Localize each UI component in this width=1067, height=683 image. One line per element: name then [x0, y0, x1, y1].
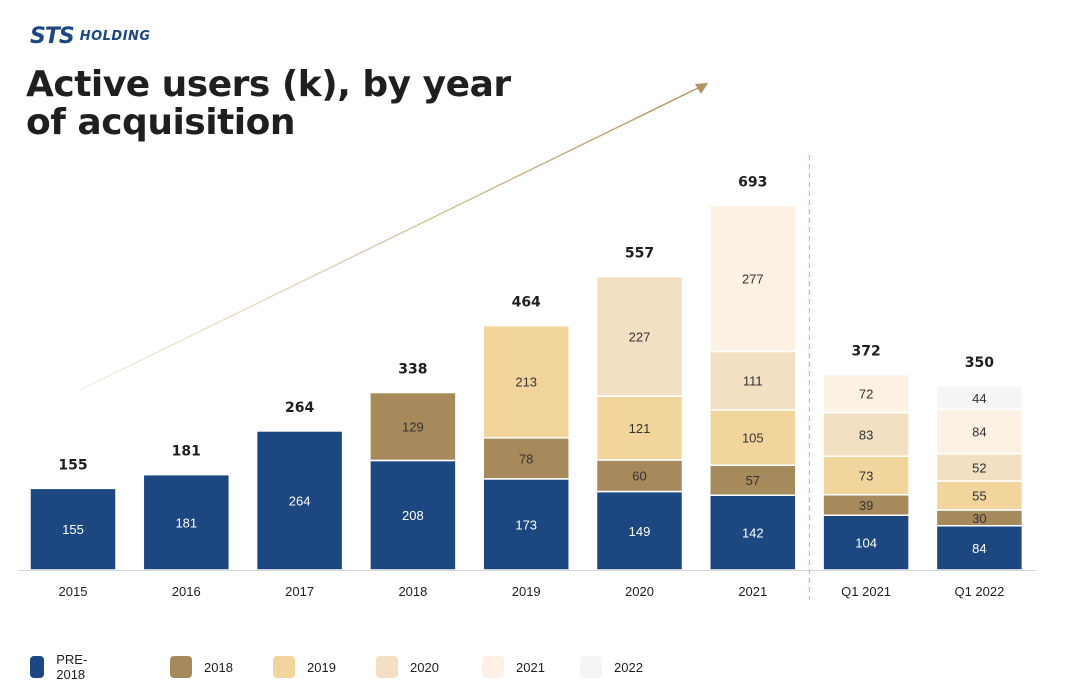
bar-segment: [595, 459, 684, 493]
bar-segment: [709, 494, 797, 571]
bar-segment: [595, 395, 684, 461]
chart-title: Active users (k), by year of acquisition: [26, 64, 511, 143]
segment-value-label: 129: [402, 419, 424, 434]
bar-segment: [709, 204, 797, 353]
bar-segment: [482, 478, 570, 571]
segment-value-label: 73: [859, 468, 873, 483]
bar-segment: [369, 459, 457, 571]
bar-segment: [822, 514, 910, 571]
segment-value-label: 227: [629, 329, 651, 344]
total-value-label: 155: [58, 457, 87, 473]
legend-item: PRE-2018: [30, 652, 95, 682]
bar-segment: [709, 464, 797, 496]
bar-segment: [142, 473, 231, 571]
legend-item: 2020: [376, 655, 439, 679]
total-value-label: 464: [512, 295, 541, 311]
total-value-label: 264: [285, 400, 314, 416]
segment-value-label: 105: [742, 431, 764, 446]
bar-segment: [255, 430, 344, 571]
total-value-label: 693: [738, 175, 767, 191]
segment-value-label: 142: [742, 526, 764, 541]
segment-value-label: 208: [402, 508, 424, 523]
segment-value-label: 83: [859, 427, 873, 442]
total-value-label: 557: [625, 246, 654, 262]
segment-value-label: 30: [972, 511, 986, 526]
segment-value-label: 55: [972, 488, 986, 503]
bar-segment: [935, 385, 1024, 411]
x-tick-label: 2020: [625, 584, 654, 599]
bar-segment: [482, 324, 570, 439]
legend-swatch: [580, 656, 602, 678]
segment-value-label: 173: [515, 517, 537, 532]
segment-value-label: 213: [515, 375, 537, 390]
x-tick-label: 2021: [738, 584, 767, 599]
legend-swatch: [376, 656, 398, 678]
logo-mark: STS: [30, 24, 75, 49]
bar-segment: [709, 409, 797, 466]
segment-value-label: 57: [746, 473, 760, 488]
segment-value-label: 52: [972, 460, 986, 475]
bar-segment: [595, 490, 684, 571]
x-tick-label: 2019: [512, 584, 541, 599]
segment-value-label: 104: [855, 536, 877, 551]
bar-segment: [709, 350, 797, 411]
bar-segment: [369, 391, 457, 462]
bar-segment: [822, 373, 910, 414]
bar-segment: [935, 452, 1024, 482]
x-tick-label: Q1 2022: [954, 584, 1004, 599]
segment-value-label: 72: [859, 387, 873, 402]
bar-segment: [935, 480, 1024, 511]
x-tick-label: 2015: [59, 584, 88, 599]
bar-segment: [935, 408, 1024, 455]
trend-line: [79, 86, 701, 391]
x-tick-label: 2017: [285, 584, 314, 599]
bar-segment: [482, 437, 570, 480]
bar-segment: [595, 275, 684, 397]
legend-label: 2018: [204, 659, 233, 675]
trend-arrowhead: [695, 83, 708, 94]
segment-value-label: 264: [289, 493, 311, 508]
segment-value-label: 155: [62, 522, 84, 537]
legend-swatch: [30, 656, 45, 678]
legend-swatch: [482, 656, 504, 678]
segment-value-label: 121: [629, 421, 651, 436]
legend-label: 2022: [614, 659, 643, 675]
legend-item: 2018: [170, 655, 233, 679]
segment-value-label: 39: [859, 498, 873, 513]
segment-value-label: 277: [742, 271, 764, 286]
bar-segment: [822, 411, 910, 457]
x-tick-label: 2016: [172, 584, 201, 599]
legend-label: 2020: [410, 659, 439, 675]
segment-value-label: 111: [743, 374, 763, 389]
bar-segment: [822, 455, 910, 496]
segment-value-label: 60: [632, 469, 646, 484]
bar-segment: [29, 487, 117, 571]
total-value-label: 372: [851, 344, 880, 360]
legend-item: 2019: [273, 655, 336, 679]
segment-value-label: 149: [629, 524, 651, 539]
total-value-label: 350: [965, 355, 994, 371]
legend-label: 2021: [516, 659, 545, 675]
legend-swatch: [273, 656, 295, 678]
logo-text: HOLDING: [79, 29, 151, 44]
x-tick-label: Q1 2021: [841, 584, 891, 599]
segment-value-label: 84: [972, 424, 986, 439]
company-logo: STS HOLDING: [30, 24, 151, 49]
legend-item: 2022: [580, 655, 643, 679]
total-value-label: 181: [172, 444, 201, 460]
total-value-label: 338: [398, 362, 427, 378]
legend-item: 2021: [482, 655, 545, 679]
x-tick-label: 2018: [398, 584, 427, 599]
legend-label: PRE-2018: [56, 652, 88, 682]
segment-value-label: 78: [519, 451, 533, 466]
segment-value-label: 44: [972, 391, 986, 406]
legend-label: 2019: [307, 659, 336, 675]
legend-swatch: [170, 656, 192, 678]
segment-value-label: 84: [972, 541, 986, 556]
segment-value-label: 181: [175, 515, 197, 530]
